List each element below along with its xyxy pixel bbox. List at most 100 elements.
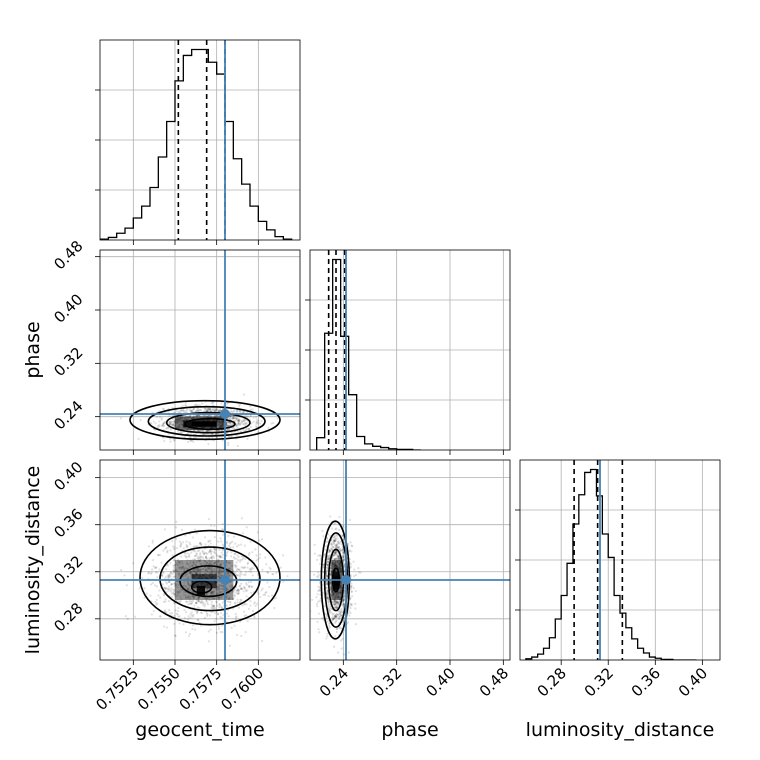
- sample-point: [259, 595, 262, 599]
- sample-point: [212, 593, 215, 596]
- sample-point: [158, 568, 161, 571]
- sample-point: [186, 581, 190, 584]
- sample-point: [253, 601, 256, 604]
- sample-point: [186, 567, 189, 570]
- sample-point: [185, 572, 188, 575]
- sample-point: [325, 581, 328, 584]
- x-tick-label: 0.36: [628, 664, 664, 700]
- panel-frame-1-2: [309, 459, 511, 661]
- sample-point: [184, 631, 188, 634]
- sample-point: [333, 539, 336, 543]
- sample-point: [192, 408, 195, 411]
- sample-point: [151, 541, 154, 544]
- sample-point: [143, 587, 146, 590]
- sample-point: [198, 600, 201, 603]
- sample-point: [258, 539, 261, 542]
- sample-point: [189, 439, 192, 442]
- sample-point: [328, 550, 331, 554]
- sample-point: [227, 424, 231, 428]
- sample-point: [217, 554, 220, 557]
- y-tick-label: 0.40: [50, 458, 86, 494]
- sample-point: [216, 429, 219, 432]
- sample-point: [234, 572, 237, 575]
- sample-point: [316, 593, 319, 596]
- sample-point: [200, 612, 203, 615]
- sample-point: [229, 555, 233, 558]
- sample-point: [218, 429, 221, 432]
- sample-point: [338, 617, 341, 620]
- sample-point: [172, 423, 175, 426]
- sample-point: [326, 560, 330, 563]
- sample-point: [179, 590, 182, 593]
- sample-point: [341, 556, 344, 559]
- sample-point: [218, 555, 221, 559]
- sample-point: [337, 542, 340, 545]
- sample-point: [255, 554, 258, 557]
- sample-point: [217, 586, 221, 589]
- sample-point: [225, 420, 228, 424]
- sample-point: [326, 556, 329, 559]
- sample-point: [235, 557, 238, 560]
- sample-point: [175, 520, 178, 523]
- sample-point: [335, 527, 338, 530]
- sample-point: [211, 597, 214, 600]
- sample-point: [218, 573, 222, 576]
- sample-point: [158, 615, 161, 618]
- sample-point: [165, 611, 168, 614]
- sample-point: [268, 585, 271, 589]
- sample-point: [237, 419, 240, 422]
- sample-point: [317, 576, 320, 579]
- sample-point: [342, 551, 345, 554]
- sample-point: [186, 577, 190, 580]
- sample-point: [214, 409, 217, 413]
- sample-point: [192, 549, 195, 552]
- sample-point: [215, 631, 218, 634]
- sample-point: [196, 612, 199, 615]
- sample-point: [220, 606, 224, 609]
- sample-point: [207, 640, 211, 643]
- sample-point: [217, 596, 221, 600]
- sample-point: [178, 622, 181, 625]
- sample-point: [197, 569, 200, 572]
- sample-point: [333, 603, 336, 606]
- sample-point: [219, 615, 222, 619]
- sample-point: [228, 596, 231, 599]
- sample-point: [336, 545, 339, 548]
- sample-point: [183, 590, 186, 594]
- sample-point: [215, 588, 218, 591]
- sample-point: [189, 583, 192, 586]
- sample-point: [238, 409, 241, 413]
- sample-point: [343, 558, 346, 561]
- sample-point: [327, 601, 330, 605]
- sample-point: [239, 558, 242, 562]
- sample-point: [249, 591, 253, 594]
- sample-point: [238, 568, 241, 571]
- sample-point: [270, 422, 273, 425]
- sample-point: [236, 554, 239, 557]
- sample-point: [183, 552, 187, 555]
- sample-point: [329, 606, 332, 609]
- sample-point: [328, 607, 331, 610]
- sample-point: [246, 562, 249, 566]
- sample-point: [334, 545, 338, 548]
- sample-point: [167, 427, 170, 430]
- sample-point: [231, 417, 234, 420]
- sample-point: [198, 429, 201, 432]
- sample-point: [216, 408, 219, 411]
- sample-point: [198, 560, 201, 563]
- sample-point: [196, 606, 199, 609]
- truth-marker: [220, 409, 230, 419]
- sample-point: [233, 624, 236, 627]
- sample-point: [221, 533, 225, 536]
- sample-point: [149, 572, 152, 575]
- sample-point: [335, 558, 338, 561]
- sample-point: [188, 555, 191, 558]
- sample-point: [194, 554, 197, 557]
- sample-point: [341, 554, 344, 557]
- sample-point: [254, 548, 257, 551]
- sample-point: [342, 555, 345, 558]
- sample-point: [155, 603, 158, 606]
- sample-point: [330, 548, 333, 551]
- sample-point: [216, 592, 219, 595]
- sample-point: [337, 555, 340, 558]
